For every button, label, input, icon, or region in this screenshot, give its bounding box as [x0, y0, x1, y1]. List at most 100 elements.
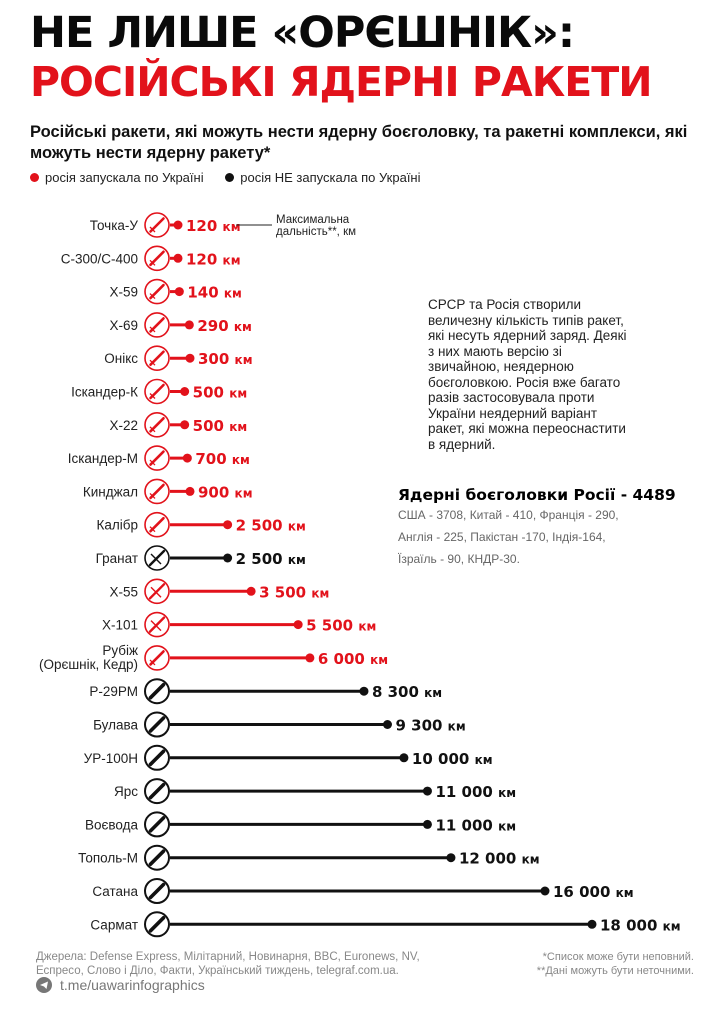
- bar-value-unit: км: [234, 320, 252, 334]
- missile-body-icon: [148, 915, 166, 933]
- bar-value-label: 2 500 км: [236, 517, 306, 535]
- warheads-block: Ядерні боєголовки Росії - 4489 США - 370…: [398, 486, 698, 570]
- legend-label-not-launched: росія НЕ запускала по Україні: [240, 170, 421, 185]
- bar-end-dot: [185, 486, 195, 496]
- missile-wing-icon: [150, 586, 162, 598]
- bar-end-dot: [174, 287, 184, 297]
- bar-value-number: 300: [198, 350, 235, 368]
- bar-end-dot: [293, 620, 303, 630]
- range-chart: Точка-У 120 км С-300/С-400 120 км Х-59 140 км…: [39, 212, 681, 938]
- bar-value-number: 120: [186, 217, 223, 235]
- bar-end-dot: [184, 320, 194, 330]
- bar-value-label: 300 км: [198, 350, 253, 368]
- bar-value-unit: км: [224, 287, 242, 301]
- annotation-line: Максимальна: [276, 214, 350, 226]
- bar-end-dot: [422, 819, 432, 829]
- bar-value-unit: км: [616, 886, 634, 900]
- legend: росія запускала по Україні росія НЕ запу…: [30, 170, 439, 185]
- bar-value-label: 11 000 км: [435, 816, 516, 834]
- telegram-label[interactable]: t.me/uawarinfographics: [60, 977, 205, 993]
- missile-fin-icon: [149, 426, 156, 433]
- bar-end-dot: [180, 387, 190, 396]
- missile-wing-icon: [150, 553, 162, 565]
- bar-value-number: 500: [193, 417, 230, 435]
- bar-value-unit: км: [235, 486, 253, 500]
- bar-value-number: 700: [195, 450, 232, 468]
- bar-value-label: 5 500 км: [306, 617, 376, 635]
- bar-name-label: Калібр: [97, 518, 139, 533]
- missile-fin-icon: [149, 293, 156, 300]
- bar-value-unit: км: [424, 686, 442, 700]
- bar-value-number: 11 000: [435, 783, 498, 801]
- bar-name-label: Воєвода: [85, 817, 139, 832]
- bar-name-line: Х-59: [109, 285, 138, 300]
- bar-value-label: 500 км: [193, 417, 248, 435]
- bar-value-number: 12 000: [459, 850, 522, 868]
- bar-name-line: Точка-У: [90, 218, 139, 233]
- missile-body-icon: [148, 583, 166, 600]
- bar-end-dot: [540, 886, 550, 896]
- missile-body-icon: [148, 549, 166, 567]
- bar-value-number: 9 300: [395, 717, 447, 735]
- bar-value-label: 9 300 км: [395, 717, 465, 735]
- bar-value-label: 11 000 км: [435, 783, 516, 801]
- footnote-2: **Дані можуть бути неточними.: [536, 965, 694, 977]
- bar-value-number: 120: [186, 250, 223, 268]
- bar-name-line: Онікс: [104, 351, 138, 366]
- bar-end-dot: [382, 720, 392, 729]
- annotation-label: Максимальна дальність**, км: [276, 214, 356, 238]
- bar-value-label: 2 500 км: [236, 550, 306, 568]
- bar-value-unit: км: [235, 353, 253, 367]
- bar-value-label: 8 300 км: [372, 683, 442, 701]
- telegram-link[interactable]: t.me/uawarinfographics: [36, 977, 205, 993]
- bar-value-unit: км: [498, 786, 516, 800]
- bar-value-unit: км: [358, 620, 376, 634]
- bar-name-label: Х-55: [109, 584, 138, 599]
- bar-end-dot: [587, 919, 597, 929]
- bar-value-label: 700 км: [195, 450, 250, 468]
- bar-end-dot: [173, 253, 183, 263]
- bar-name-line: (Орєшнік, Кедр): [39, 657, 138, 672]
- missile-fin-icon: [149, 459, 156, 466]
- bar-name-label: Іскандер-К: [71, 385, 138, 400]
- black-dot-icon: [225, 173, 235, 182]
- bar-name-line: Рубіж: [102, 643, 138, 658]
- bar-value-label: 120 км: [186, 250, 241, 268]
- bar-name-line: Кинджал: [83, 484, 138, 499]
- bar-value-number: 500: [193, 384, 230, 402]
- bar-value-label: 6 000 км: [318, 650, 388, 668]
- bar-end-dot: [246, 586, 256, 596]
- bar-end-dot: [173, 220, 183, 230]
- missile-fin-icon: [149, 393, 156, 399]
- bar-value-unit: км: [663, 919, 681, 933]
- missile-body-icon: [148, 782, 166, 800]
- page-title-accent: РОСІЙСЬКІ ЯДЕРНІ РАКЕТИ: [30, 58, 653, 106]
- bar-name-label: Ярс: [114, 784, 138, 799]
- missile-body-icon: [148, 816, 166, 833]
- legend-item-launched: росія запускала по Україні: [30, 170, 204, 185]
- bar-value-label: 3 500 км: [259, 583, 329, 601]
- bar-value-label: 500 км: [193, 384, 248, 402]
- bar-end-dot: [180, 420, 190, 430]
- bar-end-dot: [359, 686, 369, 696]
- bar-name-label: Х-101: [102, 618, 138, 633]
- bar-name-label: Рубіж (Орєшнік, Кедр): [39, 643, 138, 672]
- bar-value-number: 5 500: [306, 617, 358, 635]
- bar-name-line: Ярс: [114, 784, 138, 799]
- bar-value-unit: км: [498, 819, 516, 833]
- missile-fin-icon: [149, 326, 156, 333]
- bar-name-label: УР-100Н: [84, 751, 138, 766]
- missile-body-icon: [148, 849, 166, 867]
- warheads-line: США - 3708, Китай - 410, Франція - 290,: [398, 508, 619, 522]
- missile-body-icon: [148, 682, 166, 700]
- bar-name-line: УР-100Н: [84, 751, 138, 766]
- bar-name-label: Р-29РМ: [89, 684, 138, 699]
- bar-name-line: Х-69: [109, 318, 138, 333]
- bar-value-number: 140: [187, 284, 224, 302]
- footnotes: *Список може бути неповний. **Дані можут…: [537, 950, 694, 978]
- bar-name-line: Р-29РМ: [89, 684, 138, 699]
- bar-name-line: Воєвода: [85, 817, 139, 832]
- bar-value-label: 10 000 км: [412, 750, 493, 768]
- missile-fin-icon: [149, 359, 156, 366]
- warheads-line: Англія - 225, Пакістан -170, Індія-164,: [398, 530, 606, 544]
